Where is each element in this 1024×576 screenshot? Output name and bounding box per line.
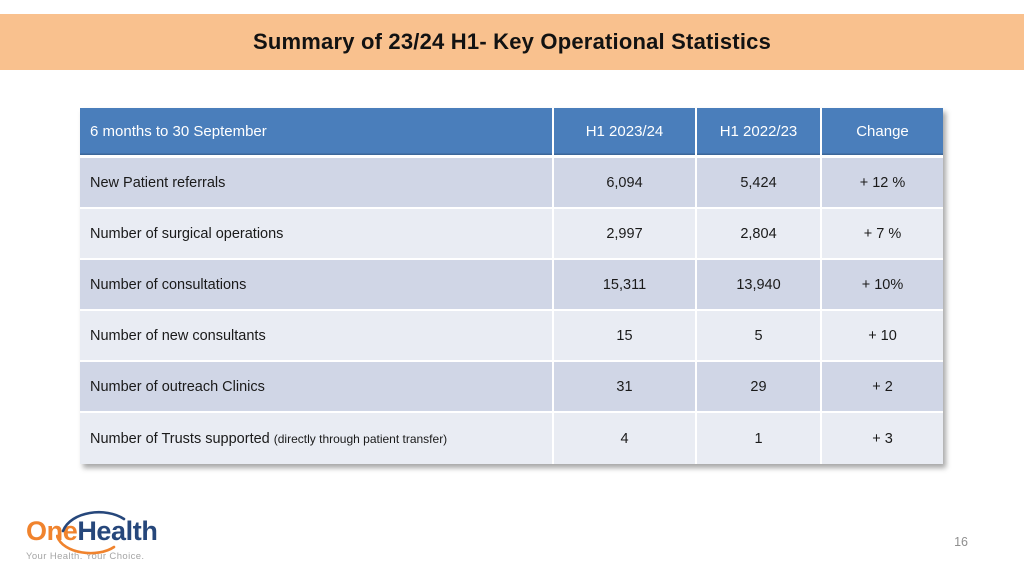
table-row: Number of consultations 15,311 13,940 + …	[80, 260, 943, 311]
row-label-note: (directly through patient transfer)	[273, 431, 448, 446]
row-label-text: Number of outreach Clinics	[90, 378, 265, 395]
value-change: + 10	[822, 311, 943, 362]
logo-word-health: Health	[77, 516, 158, 546]
value-h1-2022-23: 13,940	[697, 260, 822, 311]
row-label: New Patient referrals	[80, 158, 554, 209]
table-row: Number of Trusts supported (directly thr…	[80, 413, 943, 464]
table-row: Number of surgical operations 2,997 2,80…	[80, 209, 943, 260]
value-h1-2022-23: 5,424	[697, 158, 822, 209]
value-h1-2022-23: 2,804	[697, 209, 822, 260]
logo-word-one: One	[26, 516, 78, 546]
value-change: + 7 %	[822, 209, 943, 260]
value-change: + 10%	[822, 260, 943, 311]
key-operational-statistics-table: 6 months to 30 September H1 2023/24 H1 2…	[80, 108, 943, 464]
row-label-text: Number of consultations	[90, 276, 247, 293]
column-header-change: Change	[822, 108, 943, 158]
row-label-text: Number of surgical operations	[90, 225, 284, 242]
onehealth-logo-text: OneHealth	[26, 511, 206, 555]
value-h1-2022-23: 29	[697, 362, 822, 413]
page-number: 16	[954, 535, 968, 549]
row-label-text: Number of new consultants	[90, 327, 266, 344]
value-h1-2023-24: 31	[554, 362, 697, 413]
value-change: + 12 %	[822, 158, 943, 209]
row-label-text: Number of Trusts supported	[90, 430, 270, 447]
value-change: + 3	[822, 413, 943, 464]
value-h1-2023-24: 15,311	[554, 260, 697, 311]
value-h1-2023-24: 2,997	[554, 209, 697, 260]
value-h1-2022-23: 1	[697, 413, 822, 464]
row-label: Number of Trusts supported (directly thr…	[80, 413, 554, 464]
table-row: New Patient referrals 6,094 5,424 + 12 %	[80, 158, 943, 209]
column-header-h1-2023-24: H1 2023/24	[554, 108, 697, 158]
row-label: Number of new consultants	[80, 311, 554, 362]
value-h1-2023-24: 6,094	[554, 158, 697, 209]
table-row: Number of new consultants 15 5 + 10	[80, 311, 943, 362]
onehealth-logo: OneHealth Your Health. Your Choice.	[26, 511, 206, 562]
logo-tagline: Your Health. Your Choice.	[26, 551, 145, 562]
table-row: Number of outreach Clinics 31 29 + 2	[80, 362, 943, 413]
value-h1-2022-23: 5	[697, 311, 822, 362]
row-label-text: New Patient referrals	[90, 174, 226, 191]
row-label: Number of outreach Clinics	[80, 362, 554, 413]
row-label: Number of surgical operations	[80, 209, 554, 260]
value-h1-2023-24: 4	[554, 413, 697, 464]
title-banner: Summary of 23/24 H1- Key Operational Sta…	[0, 14, 1024, 70]
slide-title: Summary of 23/24 H1- Key Operational Sta…	[252, 29, 772, 54]
table-header-row: 6 months to 30 September H1 2023/24 H1 2…	[80, 108, 943, 158]
row-label: Number of consultations	[80, 260, 554, 311]
value-h1-2023-24: 15	[554, 311, 697, 362]
column-header-period: 6 months to 30 September	[80, 108, 554, 158]
column-header-h1-2022-23: H1 2022/23	[697, 108, 822, 158]
value-change: + 2	[822, 362, 943, 413]
